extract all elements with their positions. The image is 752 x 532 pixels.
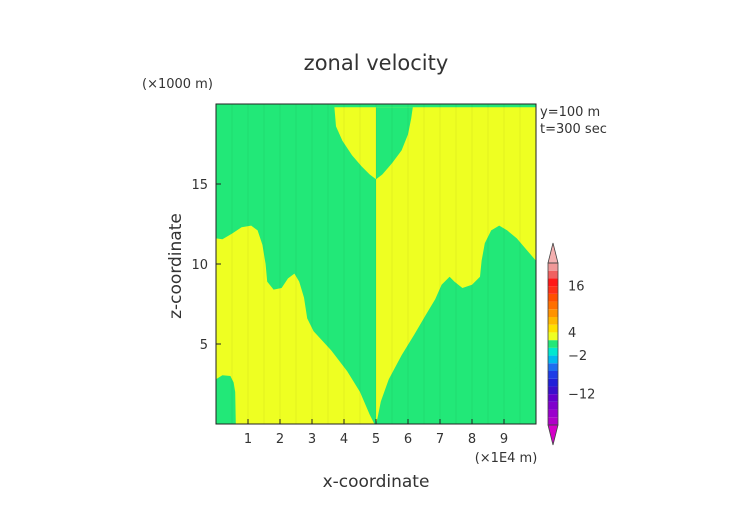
colorbar-label--12: −12 [568, 388, 595, 403]
y-tick-label-5: 5 [200, 338, 208, 353]
colorbar-level [548, 332, 558, 341]
colorbar-level [548, 301, 558, 310]
chart-title: zonal velocity [304, 51, 449, 75]
colorbar-min-arrow [547, 424, 559, 446]
annotation-t: t=300 sec [540, 122, 607, 137]
colorbar-level [548, 278, 558, 287]
colorbar-level [548, 401, 558, 410]
colorbar-label--2: −2 [568, 349, 587, 364]
colorbar-level [548, 409, 558, 418]
colorbar-level [548, 263, 558, 271]
y-axis: 5 10 15 [191, 178, 221, 353]
colorbar-label-16: 16 [568, 280, 585, 295]
colorbar-level [548, 371, 558, 379]
x-tick-label-9: 9 [500, 432, 508, 447]
contour-region-4 [376, 107, 413, 180]
y-tick-label-15: 15 [191, 178, 208, 193]
annotation-y: y=100 m [540, 105, 600, 120]
colorbar-frame [547, 262, 559, 426]
y-axis-label: z-coordinate [166, 213, 186, 319]
colorbar-level [548, 417, 558, 425]
colorbar: 16 4 −2 −12 [547, 242, 595, 446]
colorbar-level [548, 317, 558, 325]
x-tick-label-2: 2 [276, 432, 284, 447]
x-tick-label-3: 3 [308, 432, 316, 447]
x-tick-label-6: 6 [404, 432, 412, 447]
x-tick-label-7: 7 [436, 432, 444, 447]
contour-region-5 [500, 362, 536, 424]
contour-region-1 [216, 225, 375, 424]
colorbar-level [548, 347, 558, 356]
colorbar-max-arrow [547, 242, 559, 264]
plot-area [215, 103, 537, 425]
y-units-label: (×1000 m) [142, 77, 213, 92]
colorbar-level [548, 286, 558, 294]
colorbar-level [548, 293, 558, 302]
x-tick-label-8: 8 [468, 432, 476, 447]
colorbar-level [548, 355, 558, 364]
x-tick-label-5: 5 [372, 432, 380, 447]
x-tick-label-1: 1 [244, 432, 252, 447]
contour-region-3 [334, 107, 376, 180]
colorbar-level [548, 270, 558, 279]
x-axis: 1 2 3 4 5 6 7 8 9 [244, 419, 508, 447]
x-axis-label: x-coordinate [323, 472, 430, 492]
colorbar-level [548, 363, 558, 371]
colorbar-level [548, 394, 558, 402]
colorbar-level [548, 309, 558, 317]
colorbar-level [548, 324, 558, 333]
colorbar-level [548, 386, 558, 395]
colorbar-level [548, 340, 558, 348]
colorbar-level [548, 378, 558, 387]
x-tick-label-4: 4 [340, 432, 348, 447]
x-units-label: (×1E4 m) [475, 451, 538, 466]
contour-region-2 [376, 107, 536, 424]
colorbar-label-4: 4 [568, 326, 576, 341]
y-tick-label-10: 10 [191, 258, 208, 273]
